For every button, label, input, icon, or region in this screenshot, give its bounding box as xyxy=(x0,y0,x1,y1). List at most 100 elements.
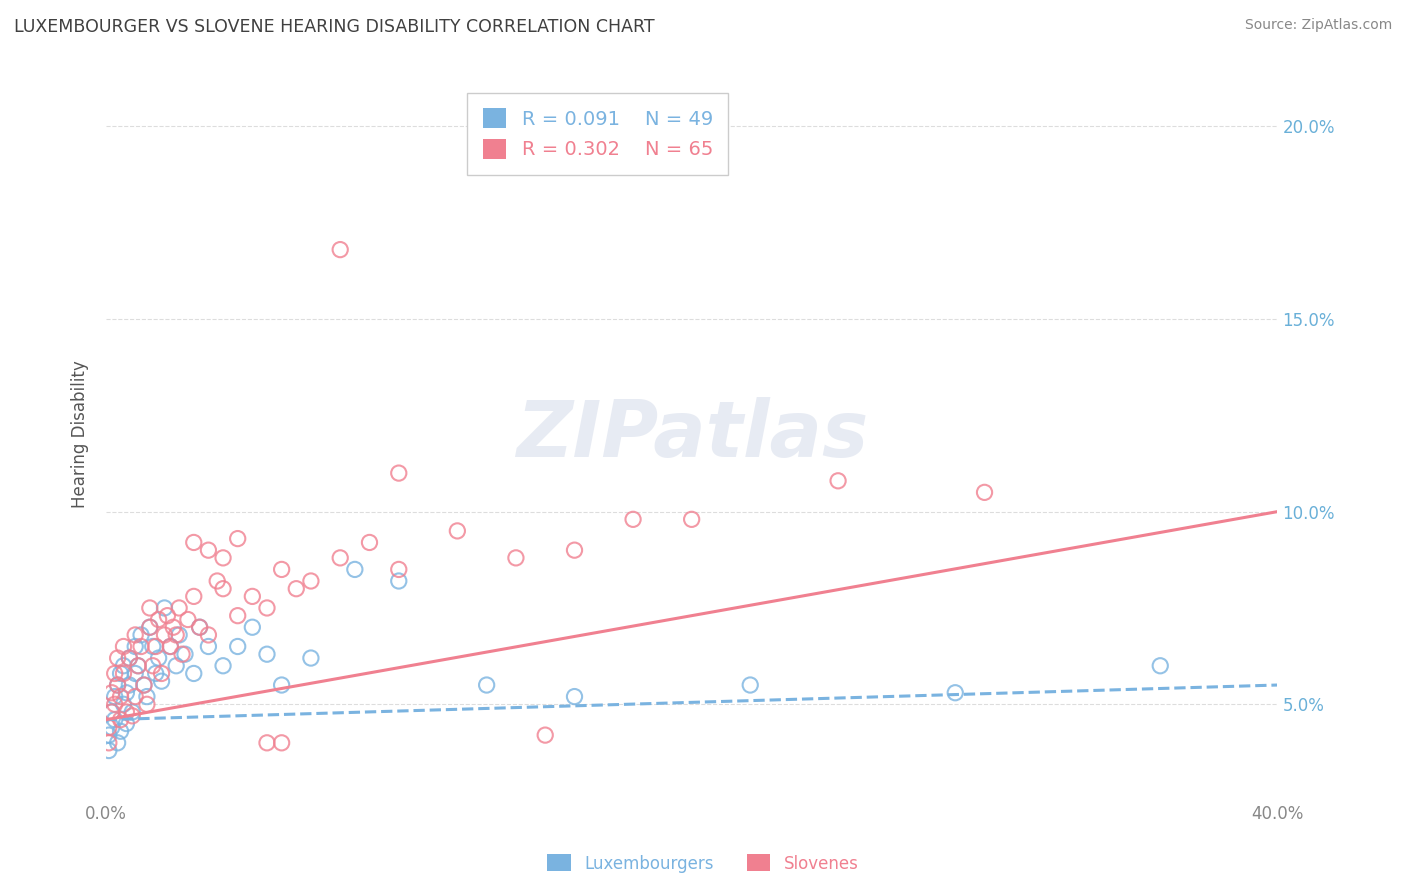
Point xyxy=(97,736,120,750)
Point xyxy=(167,601,190,615)
Point xyxy=(299,651,322,665)
Point xyxy=(129,640,152,654)
Point xyxy=(115,716,138,731)
Point xyxy=(115,686,138,700)
Point xyxy=(564,690,586,704)
Point xyxy=(127,658,149,673)
Point xyxy=(142,640,165,654)
Point xyxy=(159,640,181,654)
Point xyxy=(118,651,141,665)
Point xyxy=(359,535,381,549)
Point xyxy=(212,550,235,565)
Point xyxy=(446,524,468,538)
Point xyxy=(118,678,141,692)
Point xyxy=(104,690,127,704)
Point xyxy=(135,698,157,712)
Point xyxy=(212,582,235,596)
Point xyxy=(188,620,211,634)
Point xyxy=(132,678,155,692)
Point xyxy=(212,658,235,673)
Point xyxy=(156,608,179,623)
Point xyxy=(107,678,129,692)
Point xyxy=(256,647,278,661)
Point xyxy=(183,666,205,681)
Point xyxy=(104,666,127,681)
Point xyxy=(100,686,122,700)
Point xyxy=(475,678,498,692)
Point xyxy=(107,678,129,692)
Point xyxy=(827,474,849,488)
Point xyxy=(97,728,120,742)
Point xyxy=(256,601,278,615)
Point xyxy=(329,243,352,257)
Point xyxy=(177,613,200,627)
Point xyxy=(112,666,135,681)
Point xyxy=(132,678,155,692)
Point xyxy=(226,640,249,654)
Point xyxy=(150,674,173,689)
Point xyxy=(240,620,263,634)
Point xyxy=(145,640,167,654)
Point xyxy=(388,574,411,588)
Point xyxy=(205,574,228,588)
Point xyxy=(110,666,132,681)
Point xyxy=(183,535,205,549)
Point xyxy=(150,666,173,681)
Point xyxy=(388,466,411,480)
Text: LUXEMBOURGER VS SLOVENE HEARING DISABILITY CORRELATION CHART: LUXEMBOURGER VS SLOVENE HEARING DISABILI… xyxy=(14,18,655,36)
Point xyxy=(270,562,292,576)
Point xyxy=(188,620,211,634)
Point xyxy=(564,543,586,558)
Point xyxy=(121,705,143,719)
Point xyxy=(148,613,170,627)
Point xyxy=(142,658,165,673)
Point xyxy=(534,728,557,742)
Point xyxy=(270,678,292,692)
Point xyxy=(124,628,146,642)
Point xyxy=(107,651,129,665)
Point xyxy=(270,736,292,750)
Point xyxy=(110,713,132,727)
Point xyxy=(159,640,181,654)
Point xyxy=(740,678,762,692)
Point xyxy=(153,628,176,642)
Text: ZIPatlas: ZIPatlas xyxy=(516,397,868,473)
Point xyxy=(170,647,193,661)
Point xyxy=(129,628,152,642)
Point xyxy=(197,640,219,654)
Point xyxy=(240,590,263,604)
Point xyxy=(226,532,249,546)
Point xyxy=(112,698,135,712)
Point xyxy=(104,713,127,727)
Point xyxy=(973,485,995,500)
Point xyxy=(110,724,132,739)
Y-axis label: Hearing Disability: Hearing Disability xyxy=(72,360,89,508)
Point xyxy=(1149,658,1171,673)
Point xyxy=(124,640,146,654)
Point xyxy=(139,620,162,634)
Point xyxy=(343,562,366,576)
Point xyxy=(621,512,644,526)
Point xyxy=(139,601,162,615)
Point xyxy=(121,709,143,723)
Point xyxy=(299,574,322,588)
Point xyxy=(97,743,120,757)
Point xyxy=(104,698,127,712)
Point xyxy=(162,620,184,634)
Point xyxy=(145,666,167,681)
Point xyxy=(97,720,120,734)
Point xyxy=(256,736,278,750)
Point xyxy=(285,582,308,596)
Point xyxy=(115,705,138,719)
Point xyxy=(124,666,146,681)
Point xyxy=(505,550,527,565)
Point xyxy=(148,651,170,665)
Legend: R = 0.091    N = 49, R = 0.302    N = 65: R = 0.091 N = 49, R = 0.302 N = 65 xyxy=(467,93,728,175)
Point xyxy=(329,550,352,565)
Point xyxy=(135,690,157,704)
Point xyxy=(153,601,176,615)
Point xyxy=(226,608,249,623)
Point xyxy=(388,562,411,576)
Point xyxy=(127,658,149,673)
Point xyxy=(100,705,122,719)
